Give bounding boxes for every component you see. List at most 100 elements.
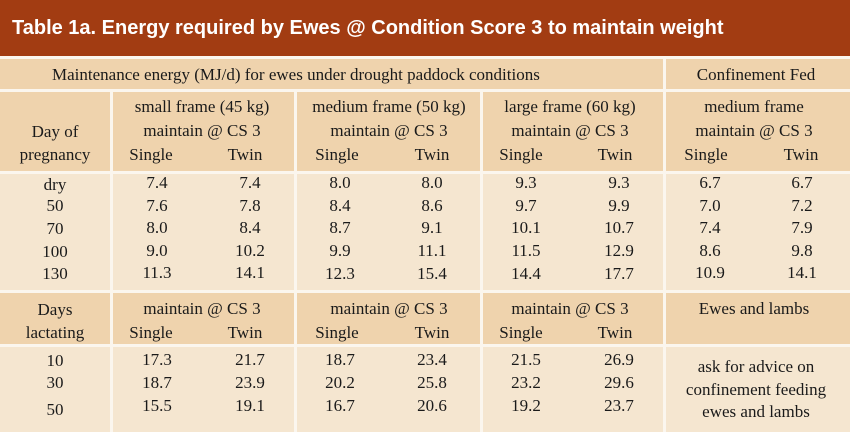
medium-single-value: 18.7 [325,350,355,369]
pregnancy-label: pregnancy [19,145,91,164]
medium-twin-value: 8.6 [421,196,443,215]
rule-under-lactation-header [0,344,850,347]
medium-twin-value: 20.6 [417,396,447,415]
conf-twin-value: 7.9 [791,218,813,237]
small-twin-value: 7.4 [239,173,261,192]
small-single-header: Single [129,145,173,164]
large-twin-value: 9.9 [608,196,630,215]
medium-frame-maintain: maintain @ CS 3 [330,121,448,140]
small-twin-value: 10.2 [235,241,265,260]
pregnancy-day: 100 [42,242,68,261]
conf-single-value: 10.9 [695,263,725,282]
medium-twin-value: 23.4 [417,350,447,369]
conf-single-value: 7.4 [699,218,721,237]
conf-single-value: 8.6 [699,241,721,260]
conf-twin-value: 14.1 [787,263,817,282]
large-single-value: 19.2 [511,396,541,415]
medium-single-value: 9.9 [329,241,351,260]
day-of-label: Day of [31,122,79,141]
days-label: Days [37,300,73,319]
small-twin-value: 19.1 [235,396,265,415]
pregnancy-day: 70 [46,219,64,238]
large-lact-maintain: maintain @ CS 3 [511,299,629,318]
small-single-value: 7.6 [146,196,168,215]
medium-single-value: 8.0 [329,173,351,192]
col-divider-1 [110,90,113,432]
small-lact-twin: Twin [227,323,263,342]
large-lact-twin: Twin [597,323,633,342]
small-frame-header: small frame (45 kg) [134,97,270,116]
large-single-value: 9.3 [515,173,537,192]
col-divider-2 [294,90,297,432]
large-single-header: Single [499,145,543,164]
medium-single-value: 8.4 [329,196,351,215]
medium-twin-value: 15.4 [417,264,447,283]
conf-single-value: 7.0 [699,196,721,215]
lactation-day: 10 [46,351,64,370]
large-twin-value: 26.9 [604,350,634,369]
small-single-value: 7.4 [146,173,168,192]
small-twin-value: 14.1 [235,263,265,282]
medium-lact-single: Single [315,323,359,342]
small-frame-maintain: maintain @ CS 3 [143,121,261,140]
advice-line-2: confinement feeding [685,380,827,399]
pregnancy-day: 50 [46,196,64,215]
conf-frame-maintain: maintain @ CS 3 [695,121,813,140]
small-twin-value: 23.9 [235,373,265,392]
small-single-value: 9.0 [146,241,168,260]
medium-lact-maintain: maintain @ CS 3 [330,299,448,318]
maintenance-header: Maintenance energy (MJ/d) for ewes under… [52,65,540,84]
confinement-header: Confinement Fed [696,65,816,84]
small-single-value: 11.3 [142,263,172,282]
large-twin-value: 17.7 [604,264,634,283]
small-single-value: 15.5 [142,396,172,415]
table-title: Table 1a. Energy required by Ewes @ Cond… [0,0,850,56]
small-single-value: 18.7 [142,373,172,392]
rule-under-header [0,171,850,174]
advice-line-1: ask for advice on [697,357,815,376]
large-lact-single: Single [499,323,543,342]
conf-twin-value: 9.8 [791,241,813,260]
small-single-value: 17.3 [142,350,172,369]
small-twin-value: 7.8 [239,196,261,215]
lactating-label: lactating [25,323,85,342]
large-single-value: 14.4 [511,264,541,283]
conf-twin-value: 7.2 [791,196,813,215]
col-divider-3 [480,90,483,432]
conf-single-header: Single [684,145,728,164]
conf-twin-value: 6.7 [791,173,813,192]
large-twin-header: Twin [597,145,633,164]
rule-under-maintenance [0,89,850,92]
medium-single-header: Single [315,145,359,164]
large-single-value: 21.5 [511,350,541,369]
large-frame-header: large frame (60 kg) [504,97,636,116]
large-single-value: 11.5 [511,241,541,260]
large-twin-value: 29.6 [604,373,634,392]
pregnancy-day: 130 [42,264,68,283]
small-lact-single: Single [129,323,173,342]
small-twin-header: Twin [227,145,263,164]
lactation-day: 50 [46,400,64,419]
large-twin-value: 12.9 [604,241,634,260]
large-twin-value: 9.3 [608,173,630,192]
large-frame-maintain: maintain @ CS 3 [511,121,629,140]
medium-twin-value: 9.1 [421,218,443,237]
medium-twin-value: 25.8 [417,373,447,392]
large-single-value: 23.2 [511,373,541,392]
medium-single-value: 12.3 [325,264,355,283]
medium-twin-header: Twin [414,145,450,164]
large-twin-value: 10.7 [604,218,634,237]
rule-above-lactation [0,290,850,293]
small-single-value: 8.0 [146,218,168,237]
pregnancy-day: dry [43,175,67,194]
medium-lact-twin: Twin [414,323,450,342]
small-twin-value: 8.4 [239,218,261,237]
medium-single-value: 8.7 [329,218,351,237]
medium-single-value: 16.7 [325,396,355,415]
large-single-value: 10.1 [511,218,541,237]
header-band-top [0,58,850,90]
lactation-header-band [0,292,850,346]
large-single-value: 9.7 [515,196,537,215]
large-twin-value: 23.7 [604,396,634,415]
